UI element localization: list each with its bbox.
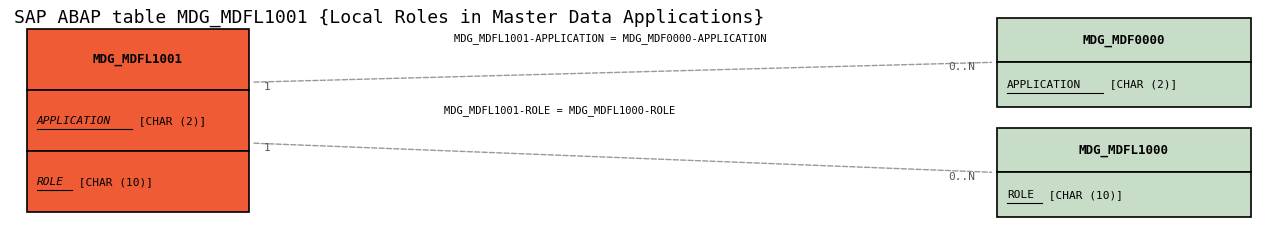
Text: [CHAR (10)]: [CHAR (10)] xyxy=(71,177,153,187)
FancyBboxPatch shape xyxy=(27,151,249,212)
FancyBboxPatch shape xyxy=(996,18,1251,62)
Text: SAP ABAP table MDG_MDFL1001 {Local Roles in Master Data Applications}: SAP ABAP table MDG_MDFL1001 {Local Roles… xyxy=(14,9,764,27)
Text: 0..N: 0..N xyxy=(948,62,975,72)
FancyBboxPatch shape xyxy=(27,29,249,90)
Text: 1: 1 xyxy=(264,143,271,153)
Text: [CHAR (2)]: [CHAR (2)] xyxy=(132,116,207,126)
Text: MDG_MDFL1001-ROLE = MDG_MDFL1000-ROLE: MDG_MDFL1001-ROLE = MDG_MDFL1000-ROLE xyxy=(444,105,675,116)
Text: ROLE: ROLE xyxy=(1007,190,1035,200)
Text: APPLICATION: APPLICATION xyxy=(37,116,111,126)
Text: 0..N: 0..N xyxy=(948,172,975,182)
Text: [CHAR (2)]: [CHAR (2)] xyxy=(1103,80,1177,90)
Text: MDG_MDFL1000: MDG_MDFL1000 xyxy=(1079,144,1169,157)
FancyBboxPatch shape xyxy=(996,172,1251,217)
Text: MDG_MDF0000: MDG_MDF0000 xyxy=(1083,34,1166,46)
Text: 1: 1 xyxy=(264,82,271,92)
Text: MDG_MDFL1001: MDG_MDFL1001 xyxy=(93,54,183,66)
FancyBboxPatch shape xyxy=(996,128,1251,172)
Text: [CHAR (10)]: [CHAR (10)] xyxy=(1042,190,1122,200)
Text: ROLE: ROLE xyxy=(37,177,64,187)
FancyBboxPatch shape xyxy=(996,62,1251,107)
Text: MDG_MDFL1001-APPLICATION = MDG_MDF0000-APPLICATION: MDG_MDFL1001-APPLICATION = MDG_MDF0000-A… xyxy=(454,33,766,44)
FancyBboxPatch shape xyxy=(27,90,249,151)
Text: APPLICATION: APPLICATION xyxy=(1007,80,1082,90)
